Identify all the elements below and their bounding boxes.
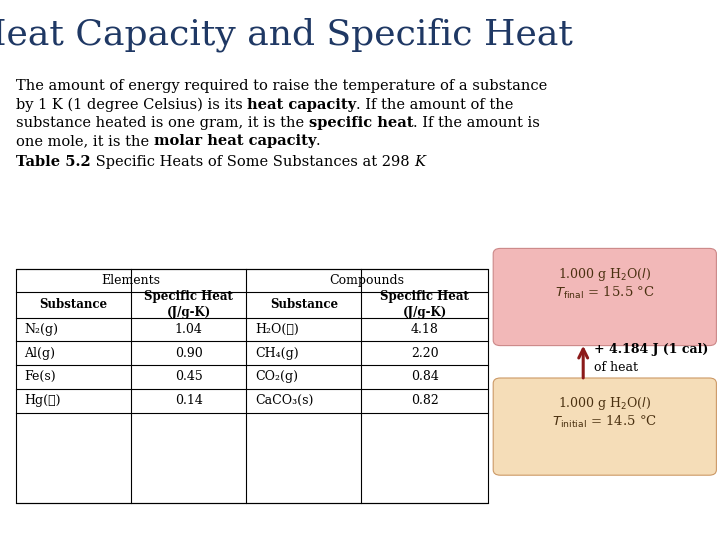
FancyBboxPatch shape [493, 378, 716, 475]
Text: 1.04: 1.04 [175, 323, 202, 336]
Text: 1.000 g H$_2$O($\it{l}$): 1.000 g H$_2$O($\it{l}$) [558, 395, 652, 413]
Text: Specific Heat
(J/g-K): Specific Heat (J/g-K) [380, 290, 469, 319]
Text: $T_\mathrm{initial}$ = 14.5 °C: $T_\mathrm{initial}$ = 14.5 °C [552, 414, 657, 430]
Text: Substance: Substance [270, 298, 338, 311]
Text: 4.18: 4.18 [411, 323, 438, 336]
Text: by 1 K (1 degree Celsius) is its: by 1 K (1 degree Celsius) is its [16, 98, 247, 112]
FancyBboxPatch shape [16, 269, 488, 503]
Text: one mole, it is the: one mole, it is the [16, 134, 153, 149]
Text: Specific Heats of Some Substances at 298: Specific Heats of Some Substances at 298 [91, 155, 414, 169]
Text: Table 5.2: Table 5.2 [16, 155, 91, 169]
Text: + 4.184 J (1 cal): + 4.184 J (1 cal) [594, 343, 708, 356]
Text: 0.84: 0.84 [411, 370, 438, 383]
Text: Fe(s): Fe(s) [24, 370, 56, 383]
Text: .: . [316, 134, 320, 149]
Text: Heat Capacity and Specific Heat: Heat Capacity and Specific Heat [0, 18, 572, 52]
Text: specific heat: specific heat [309, 116, 413, 130]
Text: 1.000 g H$_2$O($\it{l}$): 1.000 g H$_2$O($\it{l}$) [558, 266, 652, 283]
Text: Al(g): Al(g) [24, 347, 55, 360]
Text: N₂(g): N₂(g) [24, 323, 58, 336]
Text: CaCO₃(s): CaCO₃(s) [255, 394, 313, 407]
Text: $T_\mathrm{final}$ = 15.5 °C: $T_\mathrm{final}$ = 15.5 °C [555, 285, 654, 301]
Text: substance heated is one gram, it is the: substance heated is one gram, it is the [16, 116, 309, 130]
Text: 0.82: 0.82 [411, 394, 438, 407]
Text: 0.90: 0.90 [175, 347, 202, 360]
Text: . If the amount of the: . If the amount of the [356, 98, 513, 112]
Text: molar heat capacity: molar heat capacity [153, 134, 316, 149]
Text: CO₂(g): CO₂(g) [255, 370, 298, 383]
Text: K: K [414, 155, 425, 169]
Text: 2.20: 2.20 [411, 347, 438, 360]
Text: heat capacity: heat capacity [247, 98, 356, 112]
Text: 0.14: 0.14 [175, 394, 202, 407]
FancyBboxPatch shape [493, 248, 716, 346]
Text: Specific Heat
(J/g-K): Specific Heat (J/g-K) [144, 290, 233, 319]
Text: Hg(ℓ): Hg(ℓ) [24, 394, 61, 407]
Text: of heat: of heat [594, 361, 638, 374]
Text: Elements: Elements [102, 274, 161, 287]
Text: The amount of energy required to raise the temperature of a substance: The amount of energy required to raise t… [16, 79, 547, 93]
Text: . If the amount is: . If the amount is [413, 116, 540, 130]
Text: Compounds: Compounds [330, 274, 405, 287]
Text: H₂O(ℓ): H₂O(ℓ) [255, 323, 299, 336]
Text: CH₄(g): CH₄(g) [255, 347, 299, 360]
Text: Substance: Substance [40, 298, 107, 311]
Text: 0.45: 0.45 [175, 370, 202, 383]
